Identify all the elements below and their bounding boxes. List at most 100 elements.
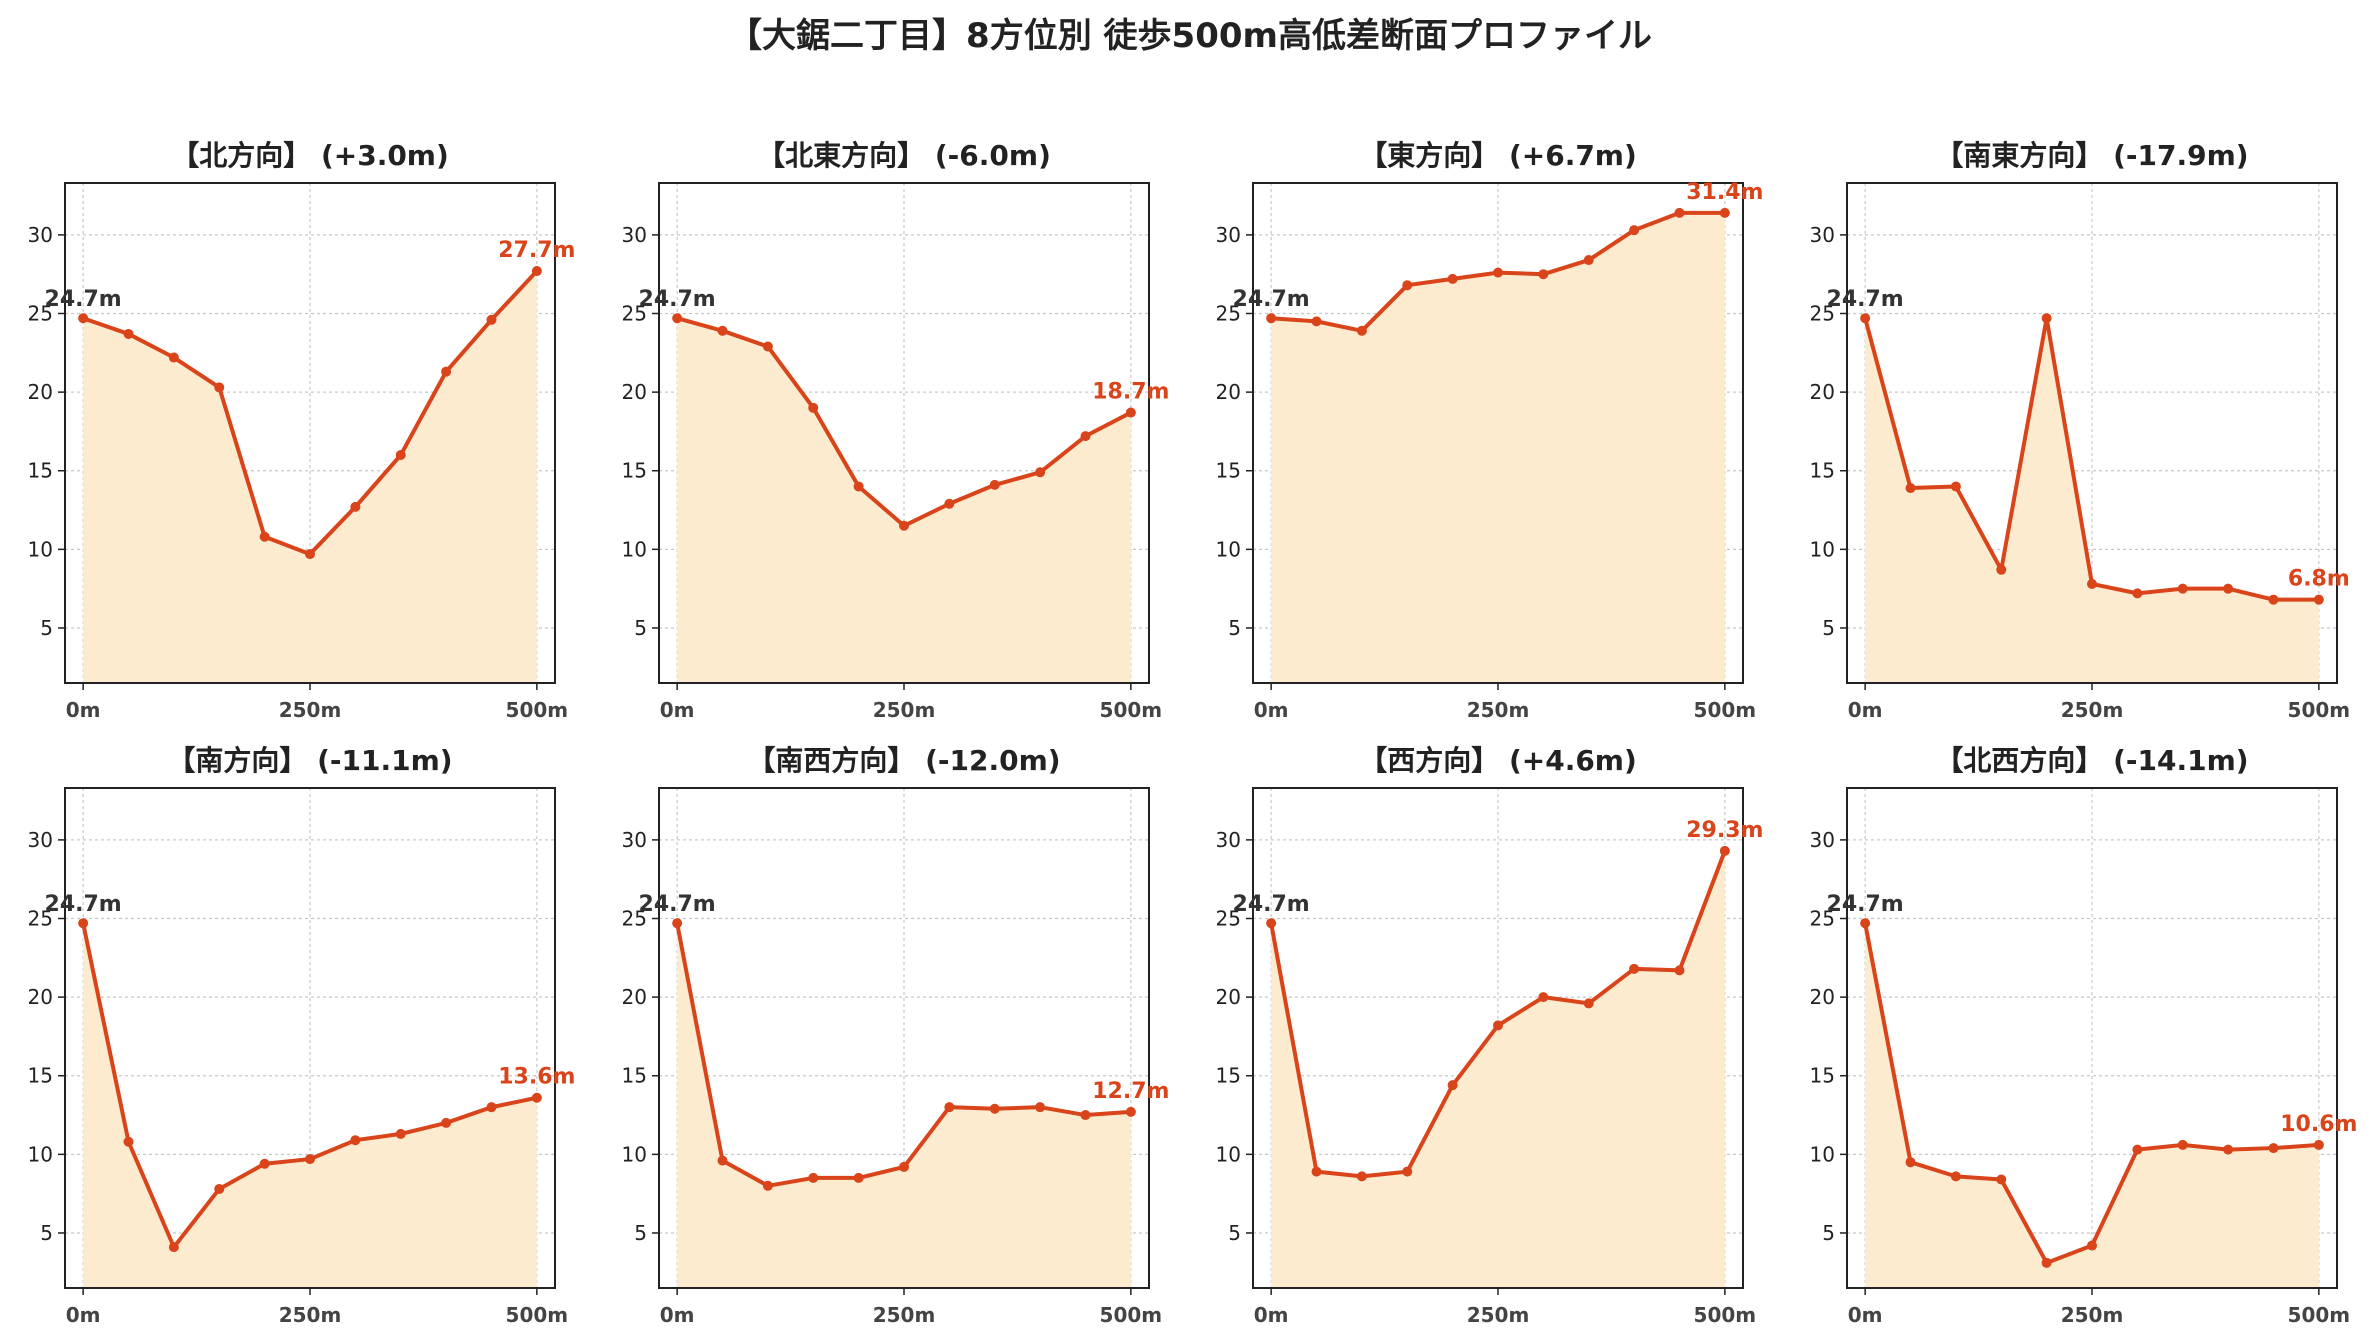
data-point bbox=[486, 314, 497, 325]
y-tick-label: 20 bbox=[622, 380, 647, 404]
data-point bbox=[672, 313, 683, 324]
y-tick-label: 15 bbox=[1810, 459, 1835, 483]
area-fill bbox=[1865, 923, 2319, 1288]
data-point bbox=[305, 1154, 315, 1165]
y-tick-label: 5 bbox=[1228, 616, 1241, 640]
panel-4: 【南方向】 (-11.1m) 5 10 15 20 25 30 0m 250m 500m 24.7m… bbox=[28, 744, 576, 1327]
x-tick-label: 0m bbox=[66, 698, 101, 722]
data-point bbox=[1905, 483, 1916, 494]
data-point bbox=[78, 918, 89, 929]
data-point bbox=[1583, 255, 1594, 266]
data-point bbox=[2177, 1139, 2188, 1150]
y-tick-label: 5 bbox=[40, 1221, 53, 1245]
x-tick-label: 500m bbox=[506, 698, 569, 722]
data-point bbox=[168, 1242, 179, 1253]
data-point bbox=[531, 1092, 542, 1103]
data-point bbox=[853, 481, 864, 492]
y-tick-label: 15 bbox=[28, 1064, 53, 1088]
y-tick-label: 20 bbox=[1216, 380, 1241, 404]
data-point bbox=[944, 498, 955, 509]
data-point bbox=[1402, 1166, 1413, 1177]
data-point bbox=[168, 352, 179, 363]
y-tick-label: 30 bbox=[1810, 223, 1835, 247]
x-tick-label: 500m bbox=[1100, 698, 1163, 722]
end-label: 13.6m bbox=[498, 1065, 575, 1090]
x-tick-label: 250m bbox=[2061, 1303, 2124, 1327]
data-point bbox=[1674, 207, 1685, 218]
data-point bbox=[899, 520, 909, 531]
start-label: 24.7m bbox=[1827, 892, 1904, 917]
y-tick-label: 10 bbox=[1216, 1142, 1241, 1166]
start-label: 24.7m bbox=[639, 287, 716, 312]
end-label: 12.7m bbox=[1092, 1079, 1169, 1104]
x-tick-label: 250m bbox=[279, 698, 342, 722]
y-tick-label: 10 bbox=[622, 1142, 647, 1166]
data-point bbox=[1860, 313, 1871, 324]
y-tick-label: 30 bbox=[28, 223, 53, 247]
y-tick-label: 15 bbox=[622, 459, 647, 483]
y-tick-label: 30 bbox=[28, 828, 53, 852]
data-point bbox=[853, 1172, 864, 1183]
data-point bbox=[762, 341, 773, 352]
data-point bbox=[2223, 583, 2234, 594]
y-tick-label: 5 bbox=[1228, 1221, 1241, 1245]
data-point bbox=[1266, 313, 1277, 324]
y-tick-label: 15 bbox=[28, 459, 53, 483]
y-tick-label: 10 bbox=[622, 537, 647, 561]
data-point bbox=[1860, 918, 1871, 929]
data-point bbox=[944, 1102, 955, 1113]
data-point bbox=[78, 313, 89, 324]
data-point bbox=[441, 366, 452, 377]
end-label: 10.6m bbox=[2280, 1112, 2357, 1137]
y-tick-label: 20 bbox=[1810, 985, 1835, 1009]
data-point bbox=[2268, 594, 2279, 605]
start-label: 24.7m bbox=[45, 287, 122, 312]
data-point bbox=[1125, 407, 1136, 418]
y-tick-label: 20 bbox=[28, 985, 53, 1009]
data-point bbox=[1538, 269, 1549, 280]
data-point bbox=[1629, 225, 1640, 236]
panel-title: 【南方向】 (-11.1m) bbox=[167, 744, 452, 777]
data-point bbox=[989, 1103, 1000, 1114]
panel-7: 【北西方向】 (-14.1m) 5 10 15 20 25 30 0m 250m 500m 24.7… bbox=[1810, 744, 2358, 1327]
x-tick-label: 250m bbox=[279, 1303, 342, 1327]
area-fill bbox=[677, 318, 1131, 683]
x-tick-label: 0m bbox=[660, 1303, 695, 1327]
y-tick-label: 20 bbox=[1216, 985, 1241, 1009]
y-tick-label: 30 bbox=[1216, 828, 1241, 852]
y-tick-label: 25 bbox=[1810, 907, 1835, 931]
x-tick-label: 0m bbox=[1848, 698, 1883, 722]
panel-5: 【南西方向】 (-12.0m) 5 10 15 20 25 30 0m 250m 500m 24.7… bbox=[622, 744, 1170, 1327]
data-point bbox=[1447, 273, 1458, 284]
data-point bbox=[2223, 1144, 2234, 1155]
panel-6: 【西方向】 (+4.6m) 5 10 15 20 25 30 0m 250m 500m 24.7m 2… bbox=[1216, 744, 1764, 1327]
data-point bbox=[214, 382, 225, 393]
y-tick-label: 30 bbox=[622, 828, 647, 852]
data-point bbox=[2087, 1240, 2097, 1251]
y-tick-label: 15 bbox=[1216, 459, 1241, 483]
data-point bbox=[1080, 1110, 1091, 1121]
start-label: 24.7m bbox=[1827, 287, 1904, 312]
data-point bbox=[1538, 992, 1549, 1003]
x-tick-label: 0m bbox=[1254, 698, 1289, 722]
data-point bbox=[989, 479, 1000, 490]
x-tick-label: 500m bbox=[506, 1303, 569, 1327]
data-point bbox=[2313, 594, 2324, 605]
end-label: 6.8m bbox=[2288, 567, 2350, 592]
data-point bbox=[899, 1161, 909, 1172]
x-tick-label: 500m bbox=[1694, 1303, 1757, 1327]
y-tick-label: 25 bbox=[1216, 907, 1241, 931]
x-tick-label: 0m bbox=[660, 698, 695, 722]
data-point bbox=[2132, 588, 2143, 599]
panel-title: 【東方向】 (+6.7m) bbox=[1359, 139, 1637, 172]
y-tick-label: 10 bbox=[28, 1142, 53, 1166]
end-label: 18.7m bbox=[1092, 380, 1169, 405]
y-tick-label: 10 bbox=[1810, 1142, 1835, 1166]
y-tick-label: 10 bbox=[28, 537, 53, 561]
y-tick-label: 30 bbox=[622, 223, 647, 247]
data-point bbox=[1311, 1166, 1322, 1177]
start-label: 24.7m bbox=[45, 892, 122, 917]
data-point bbox=[259, 1158, 270, 1169]
y-tick-label: 5 bbox=[1822, 1221, 1835, 1245]
